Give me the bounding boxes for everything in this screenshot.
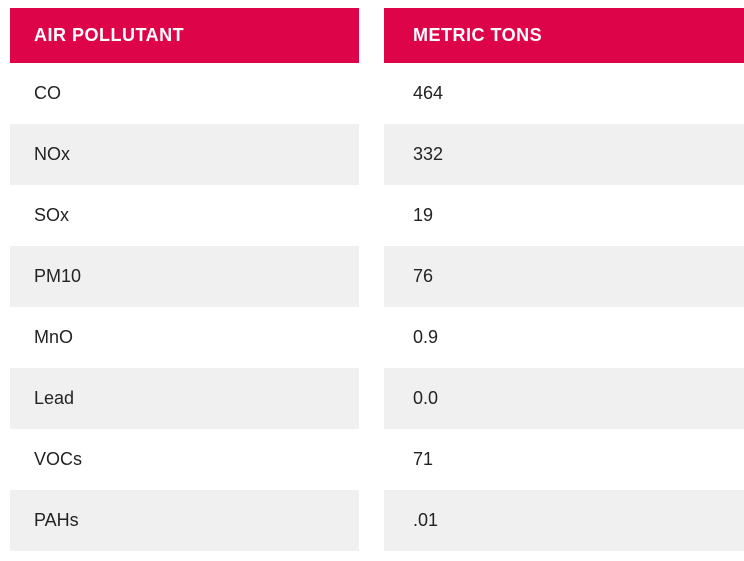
column-metric-tons: METRIC TONS 464 332 19 76 0.9 0.0 71.01 bbox=[384, 8, 744, 551]
air-pollutant-table: AIR POLLUTANT CO NOx SOx PM10 MnO Lead VOCs PAH… bbox=[10, 8, 744, 551]
column-air-pollutant: AIR POLLUTANT CO NOx SOx PM10 MnO Lead VOCs PAH… bbox=[10, 8, 359, 551]
table-cell-tons: 0.0 bbox=[384, 368, 744, 429]
table-cell-pollutant: PAHs bbox=[10, 490, 359, 551]
table-cell-pollutant: CO bbox=[10, 63, 359, 124]
table-cell-pollutant: Lead bbox=[10, 368, 359, 429]
table-cell-tons: 76 bbox=[384, 246, 744, 307]
table-cell-pollutant: MnO bbox=[10, 307, 359, 368]
table-cell-tons: 0.9 bbox=[384, 307, 744, 368]
column-header-air-pollutant: AIR POLLUTANT bbox=[10, 8, 359, 63]
table-cell-tons: .01 bbox=[384, 490, 744, 551]
table-cell-pollutant: SOx bbox=[10, 185, 359, 246]
metric-tons-cells: 464 332 19 76 0.9 0.0 71.01 bbox=[384, 63, 744, 551]
table-cell-pollutant: NOx bbox=[10, 124, 359, 185]
column-header-metric-tons: METRIC TONS bbox=[384, 8, 744, 63]
table-cell-pollutant: PM10 bbox=[10, 246, 359, 307]
air-pollutant-cells: CO NOx SOx PM10 MnO Lead VOCs PAHs bbox=[10, 63, 359, 551]
table-cell-tons: 71 bbox=[384, 429, 744, 490]
table-cell-tons: 464 bbox=[384, 63, 744, 124]
table-cell-tons: 19 bbox=[384, 185, 744, 246]
table-cell-tons: 332 bbox=[384, 124, 744, 185]
table-cell-pollutant: VOCs bbox=[10, 429, 359, 490]
